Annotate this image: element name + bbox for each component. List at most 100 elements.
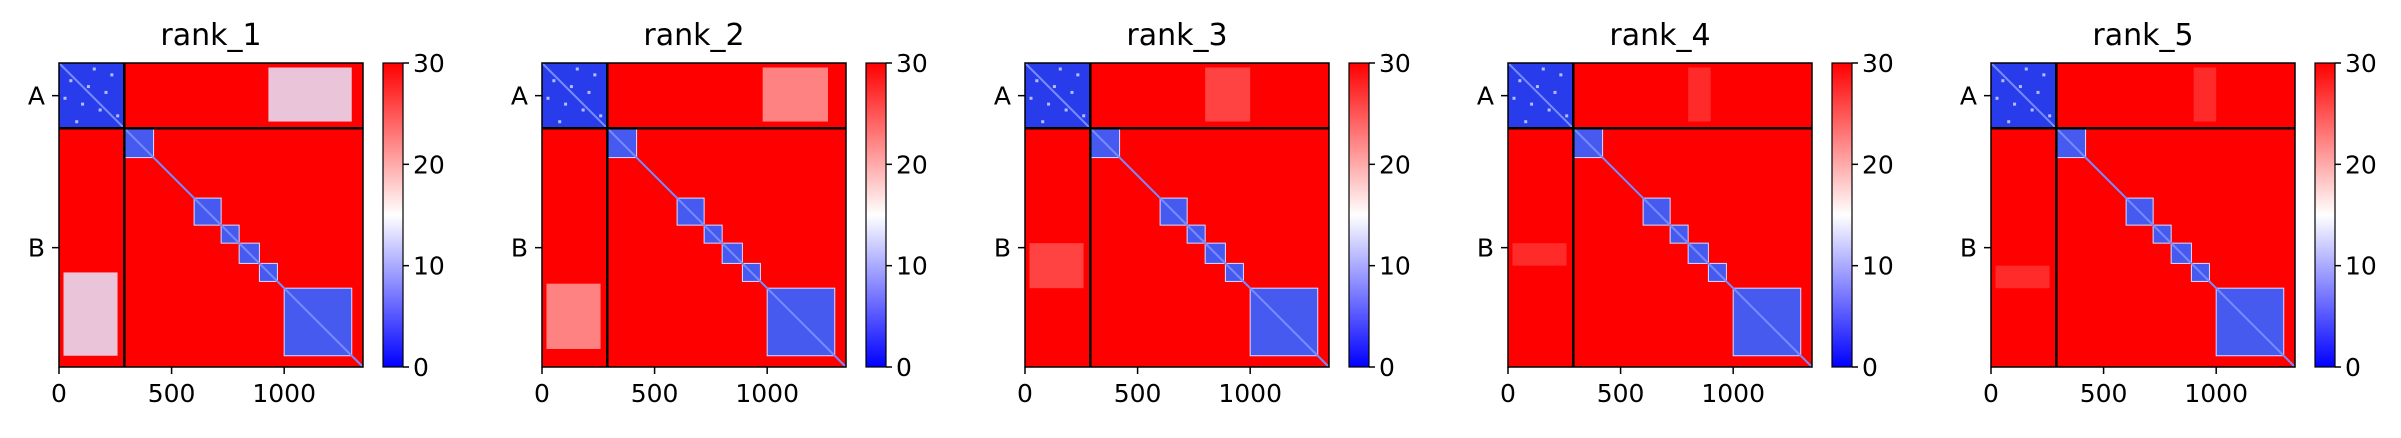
- offdiag-block-ab: [762, 67, 828, 122]
- offdiag-block-ba: [1995, 265, 2050, 289]
- y-tick-label: B: [511, 234, 528, 263]
- y-tick-label: B: [994, 234, 1011, 263]
- colorbar-tick-label: 30: [1379, 49, 1411, 78]
- heatmap-frame: [541, 62, 847, 368]
- block-chain-a-spot: [564, 102, 568, 106]
- offdiag-block-ab: [268, 67, 352, 122]
- colorbar: [382, 62, 404, 368]
- x-tick-label: 0: [1500, 379, 1516, 408]
- y-tick-label: B: [28, 234, 45, 263]
- colorbar-tick-label: 20: [2345, 150, 2377, 179]
- diagonal-line: [1507, 62, 1813, 368]
- colorbar-tick-label: 10: [896, 252, 928, 281]
- heatmap-panel-5: rank_5 0 500 1000 A B 0 10 20 30: [1960, 18, 2377, 408]
- block-chain-a-spot: [1530, 102, 1534, 106]
- block-chain-a-spot: [1070, 90, 1074, 94]
- block-chain-a-spot: [569, 85, 573, 89]
- block-chain-a-spot: [1035, 79, 1039, 83]
- block-chain-a-spot: [2013, 102, 2017, 106]
- colorbar: [1831, 62, 1853, 368]
- x-tick-label: 1000: [735, 379, 799, 408]
- block-chain-a-spot: [546, 96, 550, 100]
- colorbar-tick-label: 0: [1862, 353, 1878, 382]
- colorbar-tick-label: 20: [1379, 150, 1411, 179]
- block-chain-a-spot: [599, 114, 603, 118]
- block-chain-a-spot: [581, 108, 585, 112]
- block-chain-a-spot: [110, 73, 114, 77]
- block-chain-a-spot: [2024, 67, 2028, 71]
- block-chain-a-spot: [1064, 108, 1068, 112]
- colorbar: [2314, 62, 2336, 368]
- y-tick-label: B: [1477, 234, 1494, 263]
- colorbar-tick-label: 0: [896, 353, 912, 382]
- panel-title: rank_5: [2092, 18, 2193, 53]
- heatmap-panel-1: rank_1 0 500 1000 A B 0 10 20 30: [28, 18, 445, 408]
- x-tick-label: 1000: [252, 379, 316, 408]
- block-chain-a-spot: [1559, 73, 1563, 77]
- x-tick-label: 1000: [1218, 379, 1282, 408]
- offdiag-block-ba: [1029, 243, 1084, 289]
- heatmap-panel-4: rank_4 0 500 1000 A B 0 10 20 30: [1477, 18, 1894, 408]
- block-chain-a-spot: [1535, 85, 1539, 89]
- offdiag-block-ab: [1688, 67, 1711, 122]
- x-tick-label: 500: [631, 379, 679, 408]
- x-tick-label: 0: [534, 379, 550, 408]
- diagonal-line: [58, 62, 364, 368]
- diagonal-line: [1024, 62, 1330, 368]
- colorbar-tick-label: 10: [2345, 252, 2377, 281]
- x-tick-label: 0: [1983, 379, 1999, 408]
- diagonal-line: [1990, 62, 2296, 368]
- panel-title: rank_2: [643, 18, 744, 53]
- heatmap-frame: [1024, 62, 1330, 368]
- x-tick-label: 0: [51, 379, 67, 408]
- colorbar-tick-label: 20: [413, 150, 445, 179]
- block-chain-a-spot: [1076, 73, 1080, 77]
- block-chain-a-spot: [587, 90, 591, 94]
- block-chain-a-spot: [1082, 114, 1086, 118]
- x-tick-label: 500: [148, 379, 196, 408]
- block-chain-a-spot: [69, 79, 73, 83]
- diagonal-line: [541, 62, 847, 368]
- offdiag-block-ab: [2193, 67, 2217, 122]
- block-chain-a-spot: [2036, 90, 2040, 94]
- block-chain-a-spot: [1524, 120, 1528, 124]
- block-chain-a-spot: [1995, 96, 1999, 100]
- heatmap-frame: [58, 62, 364, 368]
- block-chain-a-spot: [2048, 114, 2052, 118]
- panel-title: rank_4: [1609, 18, 1710, 53]
- block-chain-a-spot: [593, 73, 597, 77]
- panel-title: rank_1: [160, 18, 261, 53]
- colorbar-tick-label: 10: [413, 252, 445, 281]
- heatmap-frame: [1507, 62, 1813, 368]
- block-chain-a-spot: [1553, 90, 1557, 94]
- block-chain-a-spot: [81, 102, 85, 106]
- y-tick-label: A: [994, 82, 1011, 111]
- block-chain-a-spot: [575, 67, 579, 71]
- y-tick-label: B: [1960, 234, 1977, 263]
- block-chain-a-spot: [2001, 79, 2005, 83]
- colorbar: [865, 62, 887, 368]
- x-tick-label: 1000: [2184, 379, 2248, 408]
- x-tick-label: 0: [1017, 379, 1033, 408]
- heatmap-panel-3: rank_3 0 500 1000 A B 0 10 20 30: [994, 18, 1411, 408]
- block-chain-a-spot: [2018, 85, 2022, 89]
- panel-title: rank_3: [1126, 18, 1227, 53]
- offdiag-block-ba: [1512, 243, 1567, 266]
- block-chain-a-spot: [86, 85, 90, 89]
- colorbar-tick-label: 30: [1862, 49, 1894, 78]
- colorbar-tick-label: 20: [1862, 150, 1894, 179]
- colorbar-tick-label: 10: [1379, 252, 1411, 281]
- colorbar-tick-label: 0: [2345, 353, 2361, 382]
- colorbar-tick-label: 0: [413, 353, 429, 382]
- block-chain-a-spot: [1047, 102, 1051, 106]
- block-chain-a-spot: [1041, 120, 1045, 124]
- block-chain-a-spot: [1029, 96, 1033, 100]
- block-chain-a-spot: [552, 79, 556, 83]
- y-tick-label: A: [1960, 82, 1977, 111]
- block-chain-a-spot: [1547, 108, 1551, 112]
- block-chain-a-spot: [98, 108, 102, 112]
- colorbar-tick-label: 10: [1862, 252, 1894, 281]
- colorbar-tick-label: 30: [2345, 49, 2377, 78]
- block-chain-a-spot: [92, 67, 96, 71]
- offdiag-block-ba: [63, 272, 118, 356]
